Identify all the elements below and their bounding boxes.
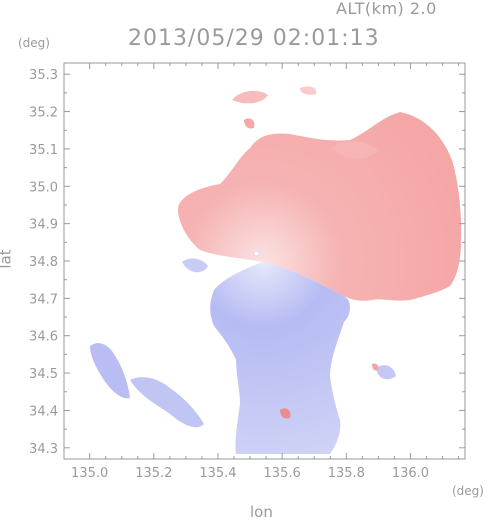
radar-echo-layer <box>90 86 462 454</box>
y-tick-label: 34.7 <box>29 292 58 307</box>
receding-echo-fleck <box>372 363 379 371</box>
approaching-echo-patch <box>130 377 204 428</box>
y-tick-label: 34.4 <box>29 404 58 419</box>
y-tick-label: 34.9 <box>29 218 58 233</box>
y-tick-label: 35.2 <box>29 106 58 121</box>
receding-echo-fleck <box>280 408 291 419</box>
receding-echo-patch <box>330 141 378 159</box>
y-tick-label: 35.1 <box>29 143 58 158</box>
y-axis-unit: (deg) <box>18 36 50 50</box>
x-tick-label: 136.0 <box>392 466 429 481</box>
y-tick-label: 35.0 <box>29 180 58 195</box>
y-tick-label: 35.3 <box>29 68 58 83</box>
y-tick-label: 34.6 <box>29 330 58 345</box>
x-tick-label: 135.8 <box>328 466 365 481</box>
x-tick-label: 135.2 <box>135 466 172 481</box>
x-axis-label: lon <box>250 503 273 521</box>
x-axis-unit: (deg) <box>452 484 484 498</box>
radar-site-marker <box>253 250 260 257</box>
timestamp-title: 2013/05/29 02:01:13 <box>128 26 380 51</box>
x-tick-label: 135.4 <box>199 466 236 481</box>
y-tick-label: 34.3 <box>29 442 58 457</box>
receding-echo-patch <box>244 118 255 129</box>
y-tick-label: 34.5 <box>29 367 58 382</box>
receding-echo-patch <box>232 90 268 104</box>
approaching-echo-patch <box>182 258 208 273</box>
approaching-echo-patch <box>376 365 396 380</box>
receding-echo-patch <box>300 86 317 95</box>
x-ticks: 135.0 135.2 135.4 135.6 135.8 136.0 <box>71 63 460 481</box>
y-tick-label: 34.8 <box>29 255 58 270</box>
y-ticks: 34.3 34.4 34.5 34.6 34.7 34.8 34.9 35.0 35.1 35.2… <box>29 68 465 457</box>
x-tick-label: 135.6 <box>264 466 301 481</box>
receding-echo-region <box>177 112 462 301</box>
approaching-echo-patch <box>90 343 130 399</box>
altitude-label: ALT(km) 2.0 <box>336 0 437 18</box>
x-tick-label: 135.0 <box>71 466 108 481</box>
approaching-echo-region <box>210 262 350 454</box>
